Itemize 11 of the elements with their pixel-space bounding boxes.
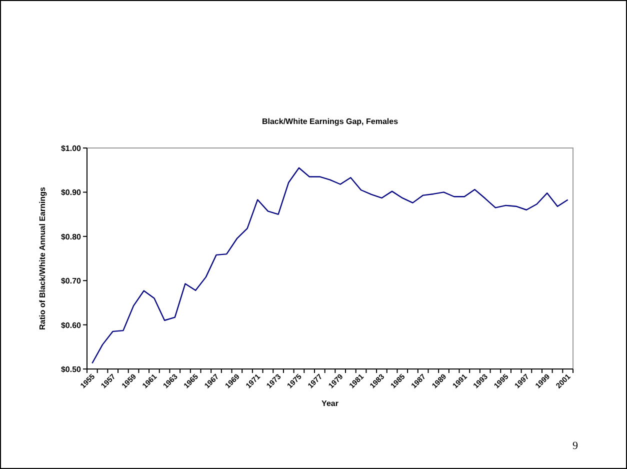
y-tick-label: $0.90 bbox=[60, 188, 82, 198]
y-tick-label: $0.60 bbox=[60, 320, 82, 330]
chart-title: Black/White Earnings Gap, Females bbox=[262, 117, 399, 126]
y-tick-label: $0.70 bbox=[60, 276, 82, 286]
y-tick-label: $1.00 bbox=[60, 144, 82, 153]
x-axis-title: Year bbox=[322, 399, 338, 408]
y-tick-label: $0.50 bbox=[60, 365, 82, 374]
y-axis-title: Ratio of Black/White Annual Earnings bbox=[38, 186, 47, 330]
text: 9 bbox=[572, 440, 578, 452]
line-series bbox=[92, 167, 568, 364]
y-tick-label: $0.80 bbox=[60, 232, 82, 242]
